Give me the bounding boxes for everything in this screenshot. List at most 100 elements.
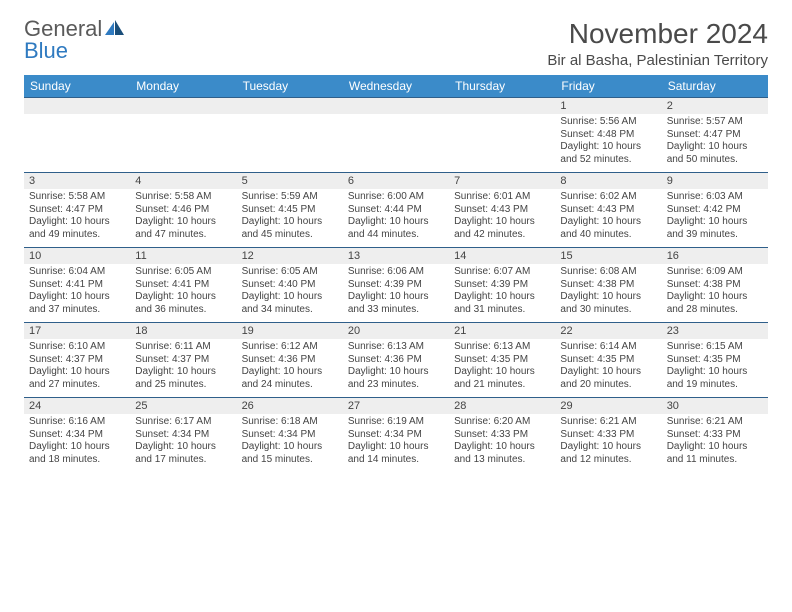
daylight-text: Daylight: 10 hours and 42 minutes. bbox=[454, 216, 550, 241]
day-body bbox=[130, 114, 236, 172]
day-cell: 4Sunrise: 5:58 AMSunset: 4:46 PMDaylight… bbox=[130, 173, 236, 248]
day-number: 24 bbox=[24, 398, 130, 414]
daylight-text: Daylight: 10 hours and 12 minutes. bbox=[560, 441, 656, 466]
daylight-text: Daylight: 10 hours and 23 minutes. bbox=[348, 366, 444, 391]
sunset-text: Sunset: 4:35 PM bbox=[454, 354, 550, 367]
day-body: Sunrise: 6:10 AMSunset: 4:37 PMDaylight:… bbox=[24, 339, 130, 397]
day-body: Sunrise: 6:21 AMSunset: 4:33 PMDaylight:… bbox=[555, 414, 661, 472]
day-number bbox=[130, 98, 236, 114]
day-cell: 5Sunrise: 5:59 AMSunset: 4:45 PMDaylight… bbox=[237, 173, 343, 248]
sunrise-text: Sunrise: 6:07 AM bbox=[454, 266, 550, 279]
day-cell: 7Sunrise: 6:01 AMSunset: 4:43 PMDaylight… bbox=[449, 173, 555, 248]
week-row: 1Sunrise: 5:56 AMSunset: 4:48 PMDaylight… bbox=[24, 98, 768, 173]
col-wednesday: Wednesday bbox=[343, 75, 449, 98]
day-body: Sunrise: 6:05 AMSunset: 4:40 PMDaylight:… bbox=[237, 264, 343, 322]
sunrise-text: Sunrise: 5:58 AM bbox=[135, 191, 231, 204]
day-number: 6 bbox=[343, 173, 449, 189]
day-number bbox=[343, 98, 449, 114]
day-number: 30 bbox=[662, 398, 768, 414]
sunset-text: Sunset: 4:48 PM bbox=[560, 129, 656, 142]
daylight-text: Daylight: 10 hours and 36 minutes. bbox=[135, 291, 231, 316]
sunset-text: Sunset: 4:41 PM bbox=[135, 279, 231, 292]
day-number: 3 bbox=[24, 173, 130, 189]
daylight-text: Daylight: 10 hours and 25 minutes. bbox=[135, 366, 231, 391]
day-cell: 20Sunrise: 6:13 AMSunset: 4:36 PMDayligh… bbox=[343, 323, 449, 398]
sunrise-text: Sunrise: 6:15 AM bbox=[667, 341, 763, 354]
sunset-text: Sunset: 4:35 PM bbox=[667, 354, 763, 367]
daylight-text: Daylight: 10 hours and 13 minutes. bbox=[454, 441, 550, 466]
daylight-text: Daylight: 10 hours and 30 minutes. bbox=[560, 291, 656, 316]
sunset-text: Sunset: 4:34 PM bbox=[242, 429, 338, 442]
day-body: Sunrise: 6:21 AMSunset: 4:33 PMDaylight:… bbox=[662, 414, 768, 472]
sunrise-text: Sunrise: 6:05 AM bbox=[135, 266, 231, 279]
sunrise-text: Sunrise: 5:59 AM bbox=[242, 191, 338, 204]
daylight-text: Daylight: 10 hours and 52 minutes. bbox=[560, 141, 656, 166]
daylight-text: Daylight: 10 hours and 15 minutes. bbox=[242, 441, 338, 466]
sunrise-text: Sunrise: 6:06 AM bbox=[348, 266, 444, 279]
day-cell bbox=[343, 98, 449, 173]
sunset-text: Sunset: 4:44 PM bbox=[348, 204, 444, 217]
sunset-text: Sunset: 4:39 PM bbox=[348, 279, 444, 292]
day-number: 29 bbox=[555, 398, 661, 414]
day-header-row: Sunday Monday Tuesday Wednesday Thursday… bbox=[24, 75, 768, 98]
day-cell bbox=[130, 98, 236, 173]
sunset-text: Sunset: 4:38 PM bbox=[667, 279, 763, 292]
sunset-text: Sunset: 4:33 PM bbox=[560, 429, 656, 442]
day-cell: 10Sunrise: 6:04 AMSunset: 4:41 PMDayligh… bbox=[24, 248, 130, 323]
col-sunday: Sunday bbox=[24, 75, 130, 98]
daylight-text: Daylight: 10 hours and 20 minutes. bbox=[560, 366, 656, 391]
sunrise-text: Sunrise: 6:16 AM bbox=[29, 416, 125, 429]
sunrise-text: Sunrise: 6:21 AM bbox=[667, 416, 763, 429]
day-cell: 22Sunrise: 6:14 AMSunset: 4:35 PMDayligh… bbox=[555, 323, 661, 398]
day-number: 20 bbox=[343, 323, 449, 339]
day-body: Sunrise: 6:19 AMSunset: 4:34 PMDaylight:… bbox=[343, 414, 449, 472]
daylight-text: Daylight: 10 hours and 39 minutes. bbox=[667, 216, 763, 241]
day-number bbox=[237, 98, 343, 114]
sunrise-text: Sunrise: 5:57 AM bbox=[667, 116, 763, 129]
daylight-text: Daylight: 10 hours and 28 minutes. bbox=[667, 291, 763, 316]
daylight-text: Daylight: 10 hours and 50 minutes. bbox=[667, 141, 763, 166]
sunrise-text: Sunrise: 6:20 AM bbox=[454, 416, 550, 429]
day-cell: 8Sunrise: 6:02 AMSunset: 4:43 PMDaylight… bbox=[555, 173, 661, 248]
day-body: Sunrise: 6:08 AMSunset: 4:38 PMDaylight:… bbox=[555, 264, 661, 322]
sunset-text: Sunset: 4:47 PM bbox=[667, 129, 763, 142]
brand-text: General Blue bbox=[24, 18, 125, 62]
calendar-table: Sunday Monday Tuesday Wednesday Thursday… bbox=[24, 75, 768, 472]
day-cell: 25Sunrise: 6:17 AMSunset: 4:34 PMDayligh… bbox=[130, 398, 236, 473]
daylight-text: Daylight: 10 hours and 45 minutes. bbox=[242, 216, 338, 241]
day-number: 16 bbox=[662, 248, 768, 264]
day-cell: 9Sunrise: 6:03 AMSunset: 4:42 PMDaylight… bbox=[662, 173, 768, 248]
daylight-text: Daylight: 10 hours and 37 minutes. bbox=[29, 291, 125, 316]
day-body: Sunrise: 6:20 AMSunset: 4:33 PMDaylight:… bbox=[449, 414, 555, 472]
sunrise-text: Sunrise: 6:01 AM bbox=[454, 191, 550, 204]
day-cell bbox=[24, 98, 130, 173]
daylight-text: Daylight: 10 hours and 14 minutes. bbox=[348, 441, 444, 466]
sunset-text: Sunset: 4:40 PM bbox=[242, 279, 338, 292]
location-subtitle: Bir al Basha, Palestinian Territory bbox=[547, 52, 768, 69]
day-number: 18 bbox=[130, 323, 236, 339]
day-body bbox=[449, 114, 555, 172]
day-body: Sunrise: 6:14 AMSunset: 4:35 PMDaylight:… bbox=[555, 339, 661, 397]
sunrise-text: Sunrise: 6:13 AM bbox=[348, 341, 444, 354]
sunset-text: Sunset: 4:34 PM bbox=[348, 429, 444, 442]
sunrise-text: Sunrise: 5:56 AM bbox=[560, 116, 656, 129]
day-body: Sunrise: 6:16 AMSunset: 4:34 PMDaylight:… bbox=[24, 414, 130, 472]
day-cell: 15Sunrise: 6:08 AMSunset: 4:38 PMDayligh… bbox=[555, 248, 661, 323]
day-number: 22 bbox=[555, 323, 661, 339]
day-number: 15 bbox=[555, 248, 661, 264]
day-cell: 2 Sunrise: 5:57 AMSunset: 4:47 PMDaylight… bbox=[662, 98, 768, 173]
day-body: Sunrise: 6:09 AMSunset: 4:38 PMDaylight:… bbox=[662, 264, 768, 322]
daylight-text: Daylight: 10 hours and 31 minutes. bbox=[454, 291, 550, 316]
sunrise-text: Sunrise: 6:13 AM bbox=[454, 341, 550, 354]
daylight-text: Daylight: 10 hours and 44 minutes. bbox=[348, 216, 444, 241]
day-cell: 18Sunrise: 6:11 AMSunset: 4:37 PMDayligh… bbox=[130, 323, 236, 398]
day-cell: 28Sunrise: 6:20 AMSunset: 4:33 PMDayligh… bbox=[449, 398, 555, 473]
day-body: Sunrise: 6:02 AMSunset: 4:43 PMDaylight:… bbox=[555, 189, 661, 247]
day-number: 4 bbox=[130, 173, 236, 189]
day-body: Sunrise: 6:04 AMSunset: 4:41 PMDaylight:… bbox=[24, 264, 130, 322]
sunset-text: Sunset: 4:41 PM bbox=[29, 279, 125, 292]
week-row: 24Sunrise: 6:16 AMSunset: 4:34 PMDayligh… bbox=[24, 398, 768, 473]
daylight-text: Daylight: 10 hours and 49 minutes. bbox=[29, 216, 125, 241]
day-number: 2 bbox=[662, 98, 768, 114]
week-row: 17Sunrise: 6:10 AMSunset: 4:37 PMDayligh… bbox=[24, 323, 768, 398]
